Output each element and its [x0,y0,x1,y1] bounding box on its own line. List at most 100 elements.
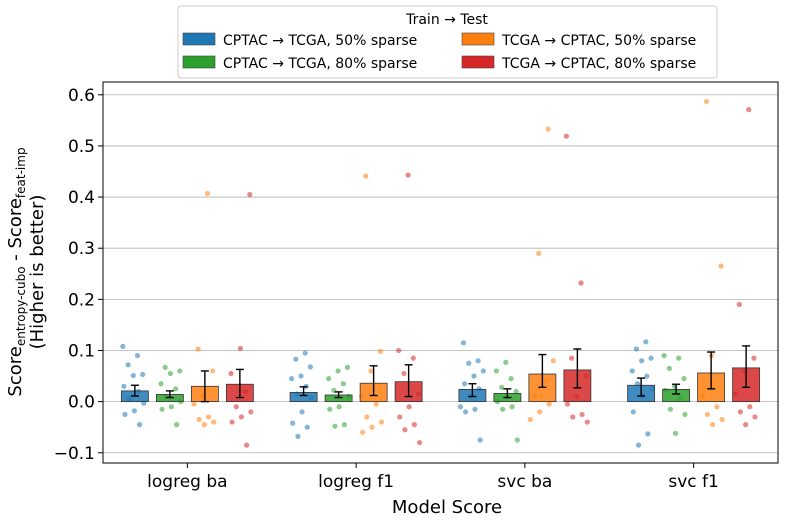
data-point [244,442,250,448]
data-point [661,353,667,359]
legend-entry-tcga-cptac-80: TCGA → CPTAC, 80% sparse [501,56,696,72]
data-point [673,430,679,436]
data-point [746,107,752,113]
y-tick-label: 0.3 [68,239,95,259]
data-point [477,437,483,443]
data-point [191,401,197,407]
data-point [550,358,556,364]
data-point [298,373,304,379]
data-point [335,368,341,374]
data-point [195,346,201,352]
x-axis-ticks: logreg ba logreg f1 svc ba svc f1 [147,463,719,492]
data-point [364,414,370,420]
data-point [751,355,757,361]
data-point [457,404,463,410]
bars [120,367,761,403]
legend-swatch-tcga-cptac-50 [461,32,495,46]
data-point [546,401,552,407]
data-point [295,433,301,440]
data-point [204,190,211,197]
data-point [228,370,234,377]
data-point [633,346,640,352]
legend-frame [177,5,718,79]
data-point [579,411,585,418]
x-tick-label: logreg f1 [318,472,394,492]
data-point [500,406,506,412]
data-point [289,376,295,382]
y-tick-label: 0.2 [68,290,95,310]
data-point [570,414,576,420]
data-point [233,404,239,410]
data-point [747,404,753,410]
data-point [460,340,467,346]
data-point [247,191,253,198]
data-point [648,355,654,361]
data-point [125,362,131,368]
legend-swatch-cptac-tcga-50 [182,32,216,46]
data-point [378,419,385,425]
data-point [569,355,575,361]
y-tick-label: 0.6 [68,86,95,106]
data-point [201,422,207,428]
data-point [584,419,590,425]
data-point [237,345,243,352]
y-tick-label: 0.5 [68,137,95,157]
data-point [643,339,649,345]
data-point [527,416,533,423]
data-point [676,355,682,361]
data-point [410,355,416,361]
data-point [174,422,180,428]
data-point [743,422,749,428]
y-axis-label: Scoreentropy-cubo - Scorefeat-imp (Highe… [5,147,48,396]
legend: Train → Test CPTAC → TCGA, 50% sparse CP… [177,5,718,79]
data-point [639,358,645,364]
data-point [736,301,742,308]
data-point [719,416,725,423]
data-point [136,422,143,428]
data-point [140,371,146,378]
data-point [293,356,299,362]
y-tick-label: −0.1 [54,444,95,464]
data-point [564,401,571,407]
data-point [752,414,758,420]
data-point [248,409,254,415]
data-point [211,419,217,425]
data-point [238,414,245,420]
data-point [630,409,636,415]
legend-entry-cptac-tcga-80: CPTAC → TCGA, 80% sparse [223,56,417,72]
data-point [368,368,374,374]
data-point [131,408,137,414]
data-point [461,381,468,387]
data-point [121,383,127,389]
data-point [466,360,472,366]
data-point [177,368,183,374]
data-point [210,368,216,374]
data-point [363,173,369,179]
data-point [718,263,724,269]
x-tick-label: svc ba [497,472,552,492]
data-point [304,424,310,430]
data-point [509,404,515,410]
y-axis-ticks: −0.1 0.0 0.1 0.2 0.3 0.4 0.5 0.6 [54,86,103,464]
data-point [167,370,173,377]
data-point [471,373,477,379]
data-point [503,359,509,365]
data-point [332,423,338,429]
y-tick-label: 0.1 [68,341,95,361]
data-point [536,250,542,256]
data-point [196,416,202,423]
data-point [681,376,687,382]
data-point [667,406,673,412]
data-point [462,409,469,415]
legend-title: Train → Test [405,12,488,28]
legend-entry-tcga-cptac-50: TCGA → CPTAC, 50% sparse [501,33,696,49]
y-axis-label-line2: (Higher is better) [27,195,48,350]
data-point [714,404,720,410]
data-point [344,364,351,370]
data-point [377,348,384,355]
data-point [336,404,342,410]
data-point [173,386,179,392]
data-point [158,381,164,387]
data-point [493,368,500,374]
data-point [299,409,305,415]
